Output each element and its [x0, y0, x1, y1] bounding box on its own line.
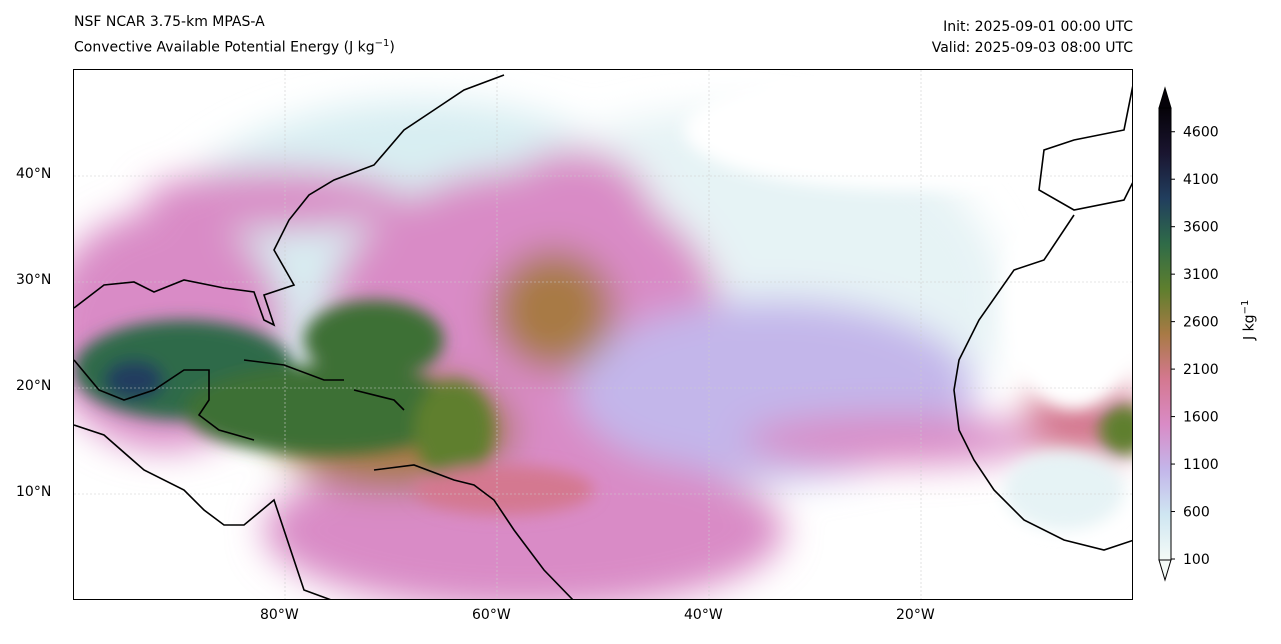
colorbar-tick-label: 3600: [1183, 220, 1219, 236]
variable-title-text: Convective Available Potential Energy (J…: [74, 39, 375, 56]
colorbar-tick-label: 1100: [1183, 457, 1219, 473]
graticule: [74, 70, 1132, 599]
colorbar-tick-label: 600: [1183, 505, 1210, 521]
lon-label-80w: 80°W: [260, 607, 299, 623]
colorbar-label-sup: −1: [1240, 299, 1251, 315]
colorbar-tick-label: 4600: [1183, 125, 1219, 141]
variable-title: Convective Available Potential Energy (J…: [74, 38, 395, 56]
variable-title-sup: −1: [374, 38, 390, 49]
colorbar-label-text: J kg: [1241, 314, 1258, 340]
cape-field: [74, 70, 1132, 599]
lon-label-20w: 20°W: [896, 607, 935, 623]
cape-map: [73, 69, 1133, 600]
colorbar-tick-label: 1600: [1183, 410, 1219, 426]
variable-title-end: ): [389, 39, 395, 56]
lat-label-40n: 40°N: [16, 166, 52, 182]
lat-label-20n: 20°N: [16, 378, 52, 394]
colorbar-tick-label: 3100: [1183, 267, 1219, 283]
colorbar-tick-label: 2600: [1183, 315, 1219, 331]
colorbar-min-extend: [1158, 559, 1172, 582]
colorbar-tick-label: 2100: [1183, 362, 1219, 378]
colorbar: 4600 4100 3600 3100 2600 2100 1600 1100 600 100: [1158, 86, 1219, 582]
lat-label-10n: 10°N: [16, 484, 52, 500]
coastlines: [74, 74, 1132, 599]
colorbar-tick-label: 100: [1183, 552, 1210, 568]
init-time: Init: 2025-09-01 00:00 UTC: [943, 19, 1133, 35]
valid-time: Valid: 2025-09-03 08:00 UTC: [931, 40, 1133, 56]
lat-label-30n: 30°N: [16, 272, 52, 288]
colorbar-bar: [1158, 107, 1172, 561]
lon-label-60w: 60°W: [472, 607, 511, 623]
colorbar-label: J kg−1: [1240, 300, 1258, 340]
colorbar-max-extend: [1158, 86, 1172, 109]
model-title: NSF NCAR 3.75-km MPAS-A: [74, 14, 265, 30]
lon-label-40w: 40°W: [684, 607, 723, 623]
colorbar-tick-label: 4100: [1183, 172, 1219, 188]
